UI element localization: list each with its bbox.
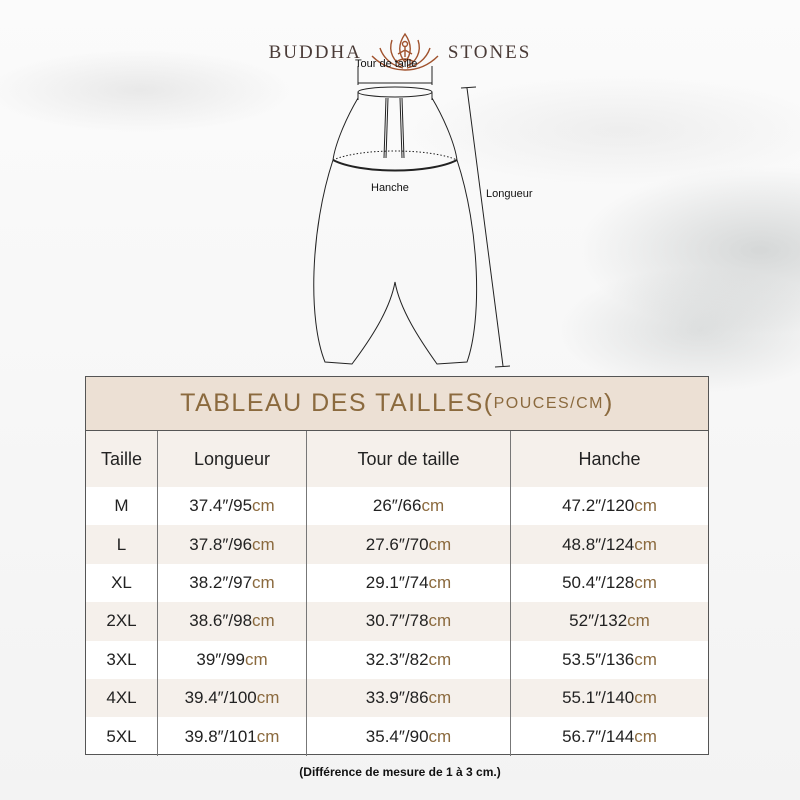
cell-length: 39″/99 cm (158, 640, 307, 679)
measurement-note: (Différence de mesure de 1 à 3 cm.) (299, 765, 501, 779)
brand-left: BUDDHA (268, 42, 362, 63)
cell-size: 4XL (86, 678, 158, 718)
cell-size: XL (86, 563, 158, 603)
cell-length: 38.2″/97 cm (158, 563, 307, 603)
waist-measure-line (357, 66, 433, 85)
length-label: Longueur (486, 188, 533, 200)
length-measure-line (460, 86, 511, 368)
cell-hip: 50.4″/128 cm (562, 572, 657, 592)
cell-waist: 29.1″/74 cm (307, 563, 511, 603)
lotus-meditation-icon (371, 32, 439, 71)
table-row: L 37.8″/96 cm 27.6″/70 cm 48.8″/124 cm (86, 525, 708, 564)
table-title: TABLEAU DES TAILLES(POUCES/CM) (86, 377, 708, 431)
pants-outline (313, 97, 478, 365)
cell-size: 5XL (86, 717, 158, 756)
cell-waist: 32.3″/82 cm (307, 640, 511, 679)
cell-waist: 30.7″/78 cm (307, 602, 511, 641)
header-waist: Tour de taille (307, 431, 511, 487)
cell-hip: 47.2″/120 cm (562, 496, 657, 516)
cell-waist: 26″/66 cm (307, 487, 511, 526)
pants-diagram (313, 66, 511, 368)
cell-waist: 27.6″/70 cm (307, 525, 511, 564)
header-hip: Hanche (578, 448, 641, 469)
table-row: 3XL 39″/99 cm 32.3″/82 cm 53.5″/136 cm (86, 640, 708, 679)
cell-waist: 35.4″/90 cm (307, 717, 511, 756)
hip-label: Hanche (371, 182, 409, 194)
size-chart-table: TABLEAU DES TAILLES(POUCES/CM) Taille Lo… (85, 376, 709, 756)
cell-hip: 55.1″/140 cm (562, 688, 657, 708)
cell-waist: 33.9″/86 cm (307, 678, 511, 718)
table-row: XL 38.2″/97 cm 29.1″/74 cm 50.4″/128 cm (86, 563, 708, 603)
table-row: 4XL 39.4″/100 cm 33.9″/86 cm 55.1″/140 cm (86, 678, 708, 718)
table-row: 2XL 38.6″/98 cm 30.7″/78 cm 52″/132 cm (86, 602, 708, 641)
header-length: Longueur (158, 431, 307, 487)
waistband (357, 86, 433, 98)
cell-length: 38.6″/98 cm (158, 602, 307, 641)
cell-hip: 48.8″/124 cm (562, 534, 657, 554)
cell-length: 39.8″/101 cm (158, 717, 307, 756)
cell-size: 2XL (86, 602, 158, 641)
cell-hip: 52″/132 cm (569, 611, 650, 631)
cell-hip: 56.7″/144 cm (562, 726, 657, 746)
brand-logo: BUDDHA STONES (0, 30, 800, 76)
hip-measure (332, 150, 458, 161)
cell-size: M (86, 487, 158, 526)
cell-hip: 53.5″/136 cm (562, 649, 657, 669)
waist-label: Tour de taille (355, 58, 418, 70)
cell-length: 37.4″/95 cm (158, 487, 307, 526)
header-size: Taille (86, 431, 158, 487)
cell-length: 37.8″/96 cm (158, 525, 307, 564)
cell-length: 39.4″/100 cm (158, 678, 307, 718)
cell-size: 3XL (86, 640, 158, 679)
table-header-row: Taille Longueur Tour de taille Hanche (86, 431, 708, 487)
brand-right: STONES (447, 42, 532, 63)
drawstrings (383, 97, 405, 159)
cell-size: L (86, 525, 158, 564)
table-row: 5XL 39.8″/101 cm 35.4″/90 cm 56.7″/144 cm (86, 717, 708, 756)
table-row: M 37.4″/95 cm 26″/66 cm 47.2″/120 cm (86, 487, 708, 526)
